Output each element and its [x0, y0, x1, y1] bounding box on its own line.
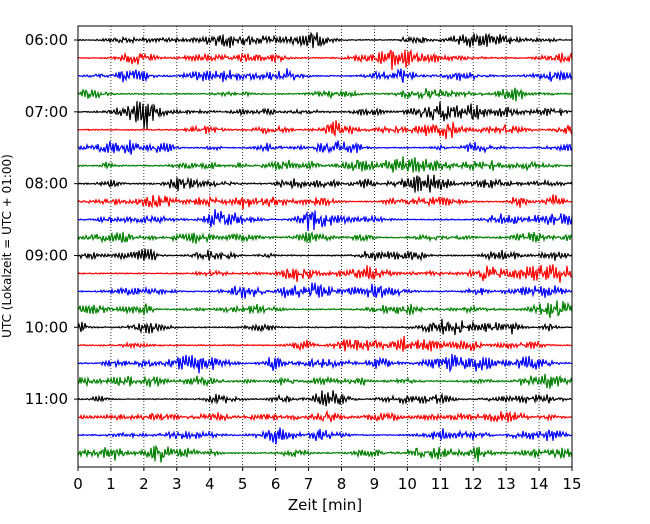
- trace-10:30: [77, 353, 573, 374]
- trace-09:45: [77, 300, 573, 319]
- trace-10:00: [77, 318, 573, 336]
- trace-10:45: [77, 373, 573, 389]
- trace-07:30: [77, 139, 573, 155]
- trace-08:15: [77, 194, 573, 210]
- trace-06:30: [77, 68, 573, 83]
- x-tick-label-2: 2: [139, 475, 149, 493]
- seismic-traces: [77, 31, 573, 463]
- x-tick-label-13: 13: [497, 475, 516, 493]
- y-tick-label-08:00: 08:00: [25, 175, 68, 193]
- x-axis-label: Zeit [min]: [288, 496, 362, 514]
- x-tick-label-15: 15: [562, 475, 581, 493]
- trace-09:15: [77, 264, 573, 283]
- x-tick-label-10: 10: [398, 475, 417, 493]
- x-tick-label-14: 14: [530, 475, 549, 493]
- trace-11:00: [77, 390, 573, 407]
- x-tick-label-9: 9: [370, 475, 380, 493]
- y-tick-label-10:00: 10:00: [25, 318, 68, 336]
- trace-06:45: [77, 87, 573, 102]
- trace-08:45: [77, 231, 573, 244]
- x-tick-label-8: 8: [337, 475, 347, 493]
- trace-11:45: [77, 444, 573, 463]
- x-tick-label-1: 1: [106, 475, 116, 493]
- plot-frame: [77, 25, 573, 468]
- trace-07:15: [77, 120, 573, 140]
- y-tick-label-09:00: 09:00: [25, 246, 68, 264]
- x-tick-label-7: 7: [304, 475, 314, 493]
- x-tick-label-12: 12: [464, 475, 483, 493]
- trace-11:15: [77, 409, 573, 423]
- y-tick-label-06:00: 06:00: [25, 31, 68, 49]
- trace-08:00: [77, 174, 573, 193]
- trace-11:30: [77, 427, 572, 445]
- trace-10:15: [77, 335, 573, 352]
- trace-07:00: [77, 101, 573, 129]
- x-tick-label-5: 5: [238, 475, 248, 493]
- x-tick-label-3: 3: [172, 475, 182, 493]
- x-tick-label-11: 11: [431, 475, 450, 493]
- x-tick-label-4: 4: [205, 475, 215, 493]
- x-tick-label-0: 0: [73, 475, 83, 493]
- y-tick-label-11:00: 11:00: [25, 390, 68, 408]
- y-tick-label-07:00: 07:00: [25, 103, 68, 121]
- trace-09:30: [77, 282, 573, 299]
- trace-07:45: [77, 156, 573, 173]
- y-axis-ticks: 06:00 07:00 08:00 09:00 10:00 11:00: [25, 31, 78, 408]
- trace-06:00: [77, 31, 573, 49]
- x-axis-ticks: 0 1 2 3 4 5 6 7 8 9 10 11 12 13 14 15: [73, 467, 582, 493]
- x-tick-label-6: 6: [271, 475, 281, 493]
- trace-06:15: [77, 48, 573, 70]
- y-axis-label: UTC (Lokalzeit = UTC + 01:00): [0, 154, 14, 338]
- trace-08:30: [77, 208, 573, 231]
- trace-09:00: [77, 248, 573, 262]
